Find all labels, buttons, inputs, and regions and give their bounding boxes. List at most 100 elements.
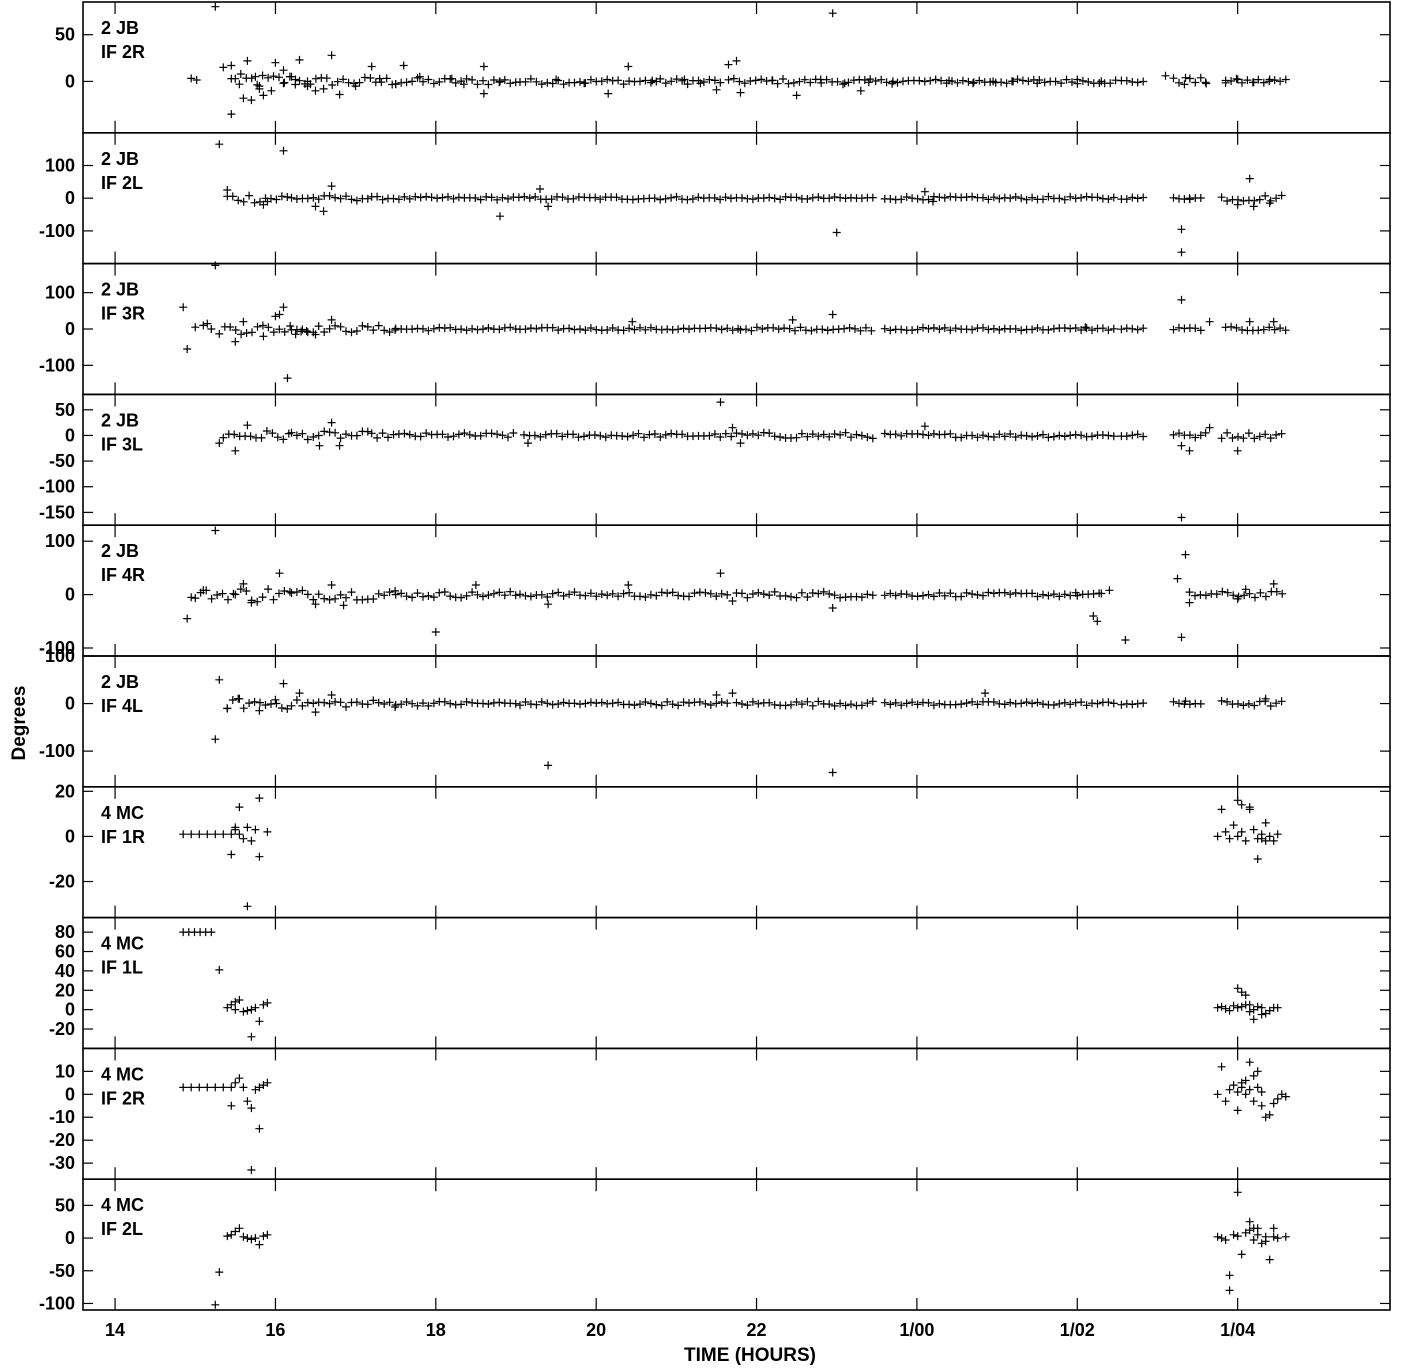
data-point [397,700,406,709]
data-point [1243,76,1252,85]
y-tick-label: -20 [49,1130,75,1150]
data-point [239,197,248,206]
data-point [1060,432,1069,441]
data-point [800,75,809,84]
data-point [320,328,329,336]
panel-frame [82,785,1391,919]
data-point [543,78,552,87]
data-point [179,830,188,839]
data-point [227,1101,236,1110]
data-point [1077,326,1086,334]
data-point [1084,77,1093,86]
data-point [1122,76,1131,85]
data-point [650,430,659,438]
data-point [342,593,350,602]
data-point [363,700,372,709]
data-point [211,830,220,839]
data-point [1022,195,1031,204]
data-point [1022,698,1031,707]
data-point [374,698,383,707]
data-point [227,830,236,839]
y-tick-label: 0 [65,71,75,91]
data-point [275,310,284,319]
data-point [537,80,546,89]
data-point [712,324,721,333]
data-point [1181,550,1190,559]
data-point [537,590,546,599]
data-point [1237,827,1246,836]
data-point [897,325,906,334]
data-point [1261,1237,1270,1246]
data-point [1133,325,1142,334]
data-point [344,78,353,87]
data-point [1232,323,1241,332]
data-point [1024,77,1033,86]
data-point [683,80,692,89]
data-point [748,590,757,598]
y-axis-label: Degrees [9,686,30,761]
data-point [1245,317,1254,326]
data-point [738,700,746,708]
data-point [694,193,703,202]
data-point [378,195,387,204]
data-point [979,193,987,202]
data-point [251,1234,260,1243]
data-point [1109,193,1118,202]
data-point [969,78,978,87]
data-point [263,998,272,1007]
data-point [1006,194,1015,203]
panel-label-baseline: 2 JB [101,149,139,169]
data-point [554,326,563,335]
data-point [242,329,251,337]
data-point [399,61,408,70]
data-point [1261,818,1270,827]
data-point [851,324,859,333]
data-point [280,327,289,336]
data-point [1077,698,1086,707]
data-point [1223,697,1232,706]
data-point [237,330,246,339]
data-point [1175,78,1183,87]
data-point [1093,699,1102,708]
data-point [489,76,498,84]
data-point [1225,1286,1234,1295]
data-point [646,78,655,87]
data-point [924,431,933,440]
panel-label-if: IF 3R [101,304,145,324]
data-point [327,182,336,191]
data-point [1000,432,1009,441]
data-point [857,701,866,710]
data-point [498,431,507,440]
data-point [279,679,288,688]
data-point [576,325,584,334]
data-point [479,325,487,334]
data-point [1257,1088,1266,1096]
data-point [819,587,828,596]
data-point [1237,800,1246,809]
data-point [758,325,767,333]
data-point [1249,1224,1258,1233]
data-point [663,697,672,706]
data-point [1278,589,1287,598]
data-point [1261,592,1270,601]
data-point [309,433,318,441]
data-point [292,696,301,704]
data-point [1245,1000,1254,1009]
y-tick-label: 100 [45,531,75,551]
data-point [275,569,284,578]
y-tick-label: -150 [39,502,75,522]
data-point [336,590,345,599]
data-point [661,194,670,203]
data-point [331,321,340,330]
data-point [1093,617,1102,626]
data-point [989,77,998,86]
data-point [342,430,350,439]
data-point [429,593,438,602]
data-point [302,327,311,335]
data-point [342,702,350,711]
data-point [1040,78,1049,87]
y-tick-label: -30 [49,1153,75,1173]
data-point [287,589,296,597]
data-point [521,77,530,86]
